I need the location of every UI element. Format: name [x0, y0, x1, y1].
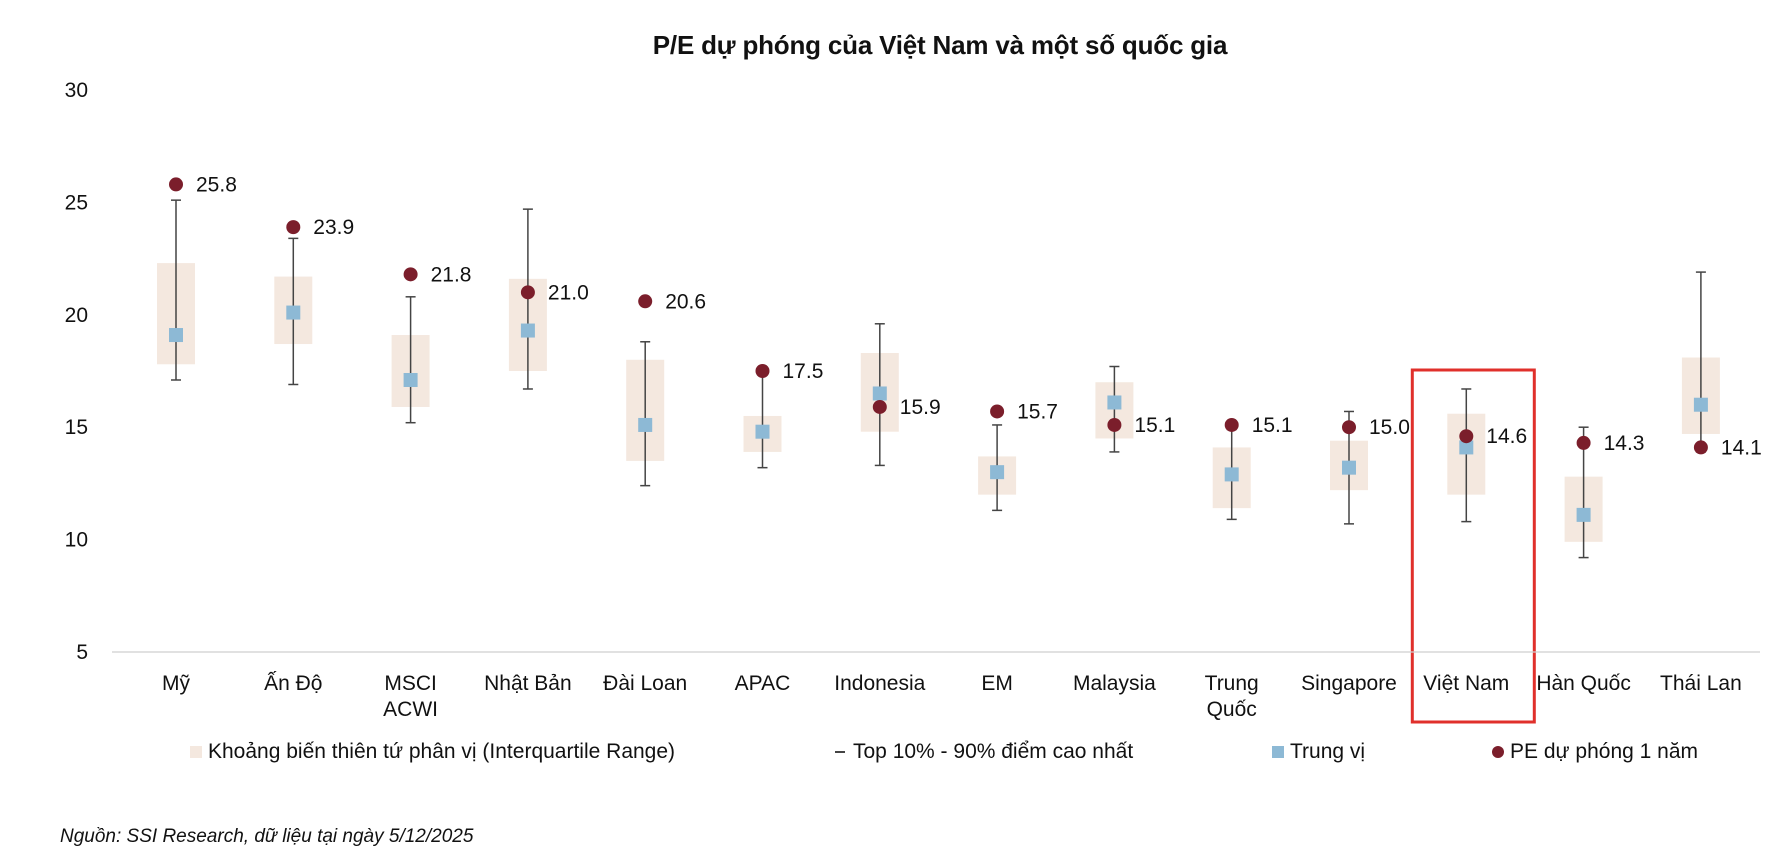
pe-marker [520, 285, 535, 300]
pe-data-label: 23.9 [313, 216, 354, 239]
x-category-label: Mỹ [162, 672, 190, 695]
median-marker [1107, 395, 1122, 410]
x-category-label: Trung Quốc [1205, 672, 1259, 721]
median-marker [872, 386, 887, 401]
pe-data-label: 14.1 [1721, 436, 1762, 459]
pe-marker [1576, 435, 1591, 450]
pe-marker [1693, 440, 1708, 455]
median-marker [1224, 467, 1239, 482]
median-marker [755, 424, 770, 439]
legend-range-label: Top 10% - 90% điểm cao nhất [853, 740, 1134, 763]
legend-iqr-label: Khoảng biến thiên tứ phân vị (Interquart… [208, 740, 676, 763]
source-note: Nguồn: SSI Research, dữ liệu tại ngày 5/… [60, 826, 474, 847]
x-category-label: Indonesia [834, 672, 925, 695]
x-category-label: MSCI ACWI [383, 672, 438, 721]
legend: Khoảng biến thiên tứ phân vị (Interquart… [0, 740, 1780, 770]
x-category-label: EM [981, 672, 1013, 695]
pe-data-label: 25.8 [196, 173, 237, 196]
y-axis: 30 25 20 15 10 5 [65, 79, 88, 664]
pe-data-label: 15.1 [1252, 414, 1293, 437]
median-marker [169, 328, 183, 343]
x-category-label: Đài Loan [603, 672, 687, 695]
pe-marker [169, 177, 183, 192]
y-tick-label: 25 [65, 191, 88, 214]
pe-data-label: 14.6 [1486, 425, 1527, 448]
pe-marker [1342, 420, 1356, 435]
legend-pe-label: PE dự phóng 1 năm [1510, 740, 1699, 763]
legend-pe-swatch [1492, 746, 1504, 758]
pe-data-label: 15.1 [1134, 414, 1175, 437]
x-category-label: Việt Nam [1423, 672, 1509, 695]
median-marker [286, 305, 301, 320]
legend-item-iqr: Khoảng biến thiên tứ phân vị (Interquart… [190, 740, 675, 764]
pe-data-label: 21.0 [548, 281, 589, 304]
pe-marker [638, 294, 653, 309]
legend-range-swatch [835, 751, 845, 753]
pe-marker [286, 220, 301, 235]
x-axis: Mỹ Ấn Độ MSCI ACWI Nhật Bản Đài Loan APAC Indon… [112, 651, 1760, 721]
median-marker [403, 372, 418, 387]
pe-data-label: 15.0 [1369, 416, 1410, 439]
median-marker [1342, 460, 1356, 475]
pe-marker [872, 399, 887, 414]
pe-data-label: 14.3 [1604, 432, 1645, 455]
legend-iqr-swatch [190, 746, 202, 758]
x-category-label: APAC [735, 672, 791, 695]
x-category-label: Hàn Quốc [1536, 672, 1631, 695]
x-category-label: Ấn Độ [264, 672, 322, 695]
chart-title: P/E dự phóng của Việt Nam và một số quốc… [652, 30, 1228, 60]
pe-marker [990, 404, 1005, 419]
median-marker [1576, 507, 1591, 522]
y-tick-label: 5 [76, 641, 88, 664]
pe-data-label: 20.6 [665, 290, 706, 313]
x-category-label: Nhật Bản [484, 672, 572, 695]
pe-marker [1459, 429, 1474, 444]
pe-data-label: 15.7 [1017, 400, 1058, 423]
pe-data-label: 21.8 [431, 263, 472, 286]
y-tick-label: 15 [65, 416, 88, 439]
median-marker [638, 417, 653, 432]
x-category-label: Thái Lan [1660, 672, 1742, 695]
pe-marker [1107, 417, 1122, 432]
y-tick-label: 30 [65, 79, 88, 102]
pe-marker [1224, 417, 1239, 432]
median-marker [1693, 397, 1708, 412]
legend-item-pe: PE dự phóng 1 năm [1492, 740, 1698, 764]
legend-median-swatch [1272, 746, 1284, 758]
y-tick-label: 20 [65, 304, 88, 327]
x-category-label: Malaysia [1073, 672, 1156, 695]
highlight-box [1410, 368, 1536, 724]
legend-item-median: Trung vị [1272, 740, 1365, 764]
pe-data-label: 15.9 [900, 396, 941, 419]
pe-data-label: 17.5 [783, 360, 824, 383]
legend-median-label: Trung vị [1290, 740, 1366, 763]
median-marker [990, 465, 1005, 480]
pe-marker [403, 267, 418, 282]
median-marker [520, 323, 535, 338]
x-category-label: Singapore [1301, 672, 1397, 695]
pe-marker [755, 364, 770, 378]
y-tick-label: 10 [65, 529, 88, 552]
plot-area: 25.8 23.9 21.8 21.0 20.6 17.5 15.9 15.7 15.1 15.1… [157, 173, 1762, 724]
legend-item-range: Top 10% - 90% điểm cao nhất [835, 740, 1133, 764]
median-marker [1459, 440, 1474, 455]
